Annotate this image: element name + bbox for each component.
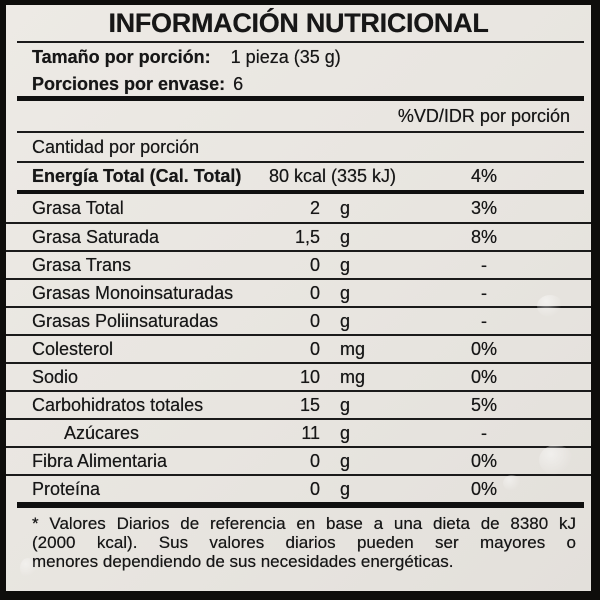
serving-size-row: Tamaño por porción: 1 pieza (35 g) <box>6 43 591 72</box>
footnote: * Valores Diarios de referencia en base … <box>6 508 591 591</box>
nutrient-name: Colesterol <box>32 338 114 359</box>
table-row: Carbohidratos totales 15 g 5% <box>6 390 591 418</box>
nutrient-unit: mg <box>340 338 366 359</box>
divider <box>17 131 584 133</box>
nutrient-amount: 1,5 <box>294 226 320 247</box>
table-row: Proteína 0 g 0% <box>6 474 591 502</box>
table-row: Grasas Poliinsaturadas 0 g - <box>6 306 591 334</box>
footnote-line: (2000 kcal). Sus valores diarios pueden … <box>32 533 576 552</box>
energy-name: Energía Total (Cal. Total) <box>32 166 242 186</box>
energy-value: 80 kcal (335 kJ) <box>269 166 397 186</box>
nutrient-name: Azúcares <box>64 422 140 443</box>
nutrient-name: Fibra Alimentaria <box>32 450 168 471</box>
nutrient-dv: - <box>481 282 487 303</box>
table-row: Grasas Monoinsaturadas 0 g - <box>6 278 591 306</box>
energy-row: Energía Total (Cal. Total) 80 kcal (335 … <box>6 163 591 190</box>
nutrient-dv: - <box>481 422 487 443</box>
amount-per-serving-header: Cantidad por porción <box>32 136 200 157</box>
nutrient-name: Grasa Trans <box>32 254 132 275</box>
nutrient-unit: mg <box>340 366 366 387</box>
nutrient-unit: g <box>340 422 351 443</box>
nutrient-amount: 0 <box>309 338 320 359</box>
table-row: Grasa Trans 0 g - <box>6 250 591 278</box>
nutrient-amount: 0 <box>309 282 320 303</box>
nutrient-dv: 0% <box>470 366 497 387</box>
nutrient-name: Grasa Total <box>32 197 124 218</box>
thick-divider <box>17 96 584 101</box>
nutrient-unit: g <box>340 254 351 275</box>
energy-dv: 4% <box>470 166 497 186</box>
daily-value-header: %VD/IDR por porción <box>397 105 570 126</box>
nutrient-name: Proteína <box>32 478 101 499</box>
nutrient-dv: 0% <box>470 338 497 359</box>
nutrient-unit: g <box>340 282 351 303</box>
nutrient-dv: 0% <box>470 478 497 499</box>
nutrient-amount: 0 <box>309 310 320 331</box>
nutrient-unit: g <box>340 450 351 471</box>
nutrient-dv: 3% <box>470 197 497 218</box>
divider <box>17 41 584 43</box>
table-row: Azúcares 11 g - <box>6 418 591 446</box>
table-row: Fibra Alimentaria 0 g 0% <box>6 446 591 474</box>
nutrient-dv: 5% <box>470 394 497 415</box>
label-title: INFORMACIÓN NUTRICIONAL <box>108 7 489 38</box>
nutrient-unit: g <box>340 310 351 331</box>
nutrient-name: Grasa Saturada <box>32 226 160 247</box>
nutrition-label: INFORMACIÓN NUTRICIONAL Tamaño por porci… <box>6 5 591 591</box>
nutrient-amount: 0 <box>309 450 320 471</box>
nutrient-amount: 10 <box>299 366 320 387</box>
nutrient-amount: 2 <box>309 197 320 218</box>
nutrient-unit: g <box>340 478 351 499</box>
nutrient-table: Grasa Total 2 g 3% Grasa Saturada 1,5 g … <box>6 194 591 502</box>
thick-divider <box>17 190 584 194</box>
servings-per-pack-value: 6 <box>233 73 244 94</box>
nutrient-name: Grasas Poliinsaturadas <box>32 310 219 331</box>
table-row: Grasa Saturada 1,5 g 8% <box>6 222 591 250</box>
nutrient-name: Grasas Monoinsaturadas <box>32 282 234 303</box>
nutrient-dv: 0% <box>470 450 497 471</box>
nutrient-unit: g <box>340 197 351 218</box>
nutrient-amount: 15 <box>299 394 320 415</box>
nutrient-unit: g <box>340 394 351 415</box>
nutrient-dv: 8% <box>470 226 497 247</box>
divider <box>17 161 584 163</box>
thick-divider <box>17 502 584 508</box>
servings-per-pack-label: Porciones por envase: <box>32 73 226 94</box>
nutrient-dv: - <box>481 310 487 331</box>
table-row: Colesterol 0 mg 0% <box>6 334 591 362</box>
nutrient-name: Sodio <box>32 366 79 387</box>
nutrient-amount: 0 <box>309 254 320 275</box>
servings-per-pack-row: Porciones por envase: 6 <box>6 72 591 96</box>
serving-size-label: Tamaño por porción: <box>32 47 211 67</box>
nutrient-unit: g <box>340 226 351 247</box>
nutrient-amount: 0 <box>309 478 320 499</box>
nutrient-dv: - <box>481 254 487 275</box>
footnote-line: menores dependiendo de sus necesidades e… <box>32 552 454 571</box>
nutrient-name: Carbohidratos totales <box>32 394 204 415</box>
table-row: Sodio 10 mg 0% <box>6 362 591 390</box>
footnote-line: * Valores Diarios de referencia en base … <box>32 514 576 533</box>
serving-size-value: 1 pieza (35 g) <box>230 47 341 67</box>
table-row: Grasa Total 2 g 3% <box>6 194 591 222</box>
nutrient-amount: 11 <box>301 422 320 443</box>
